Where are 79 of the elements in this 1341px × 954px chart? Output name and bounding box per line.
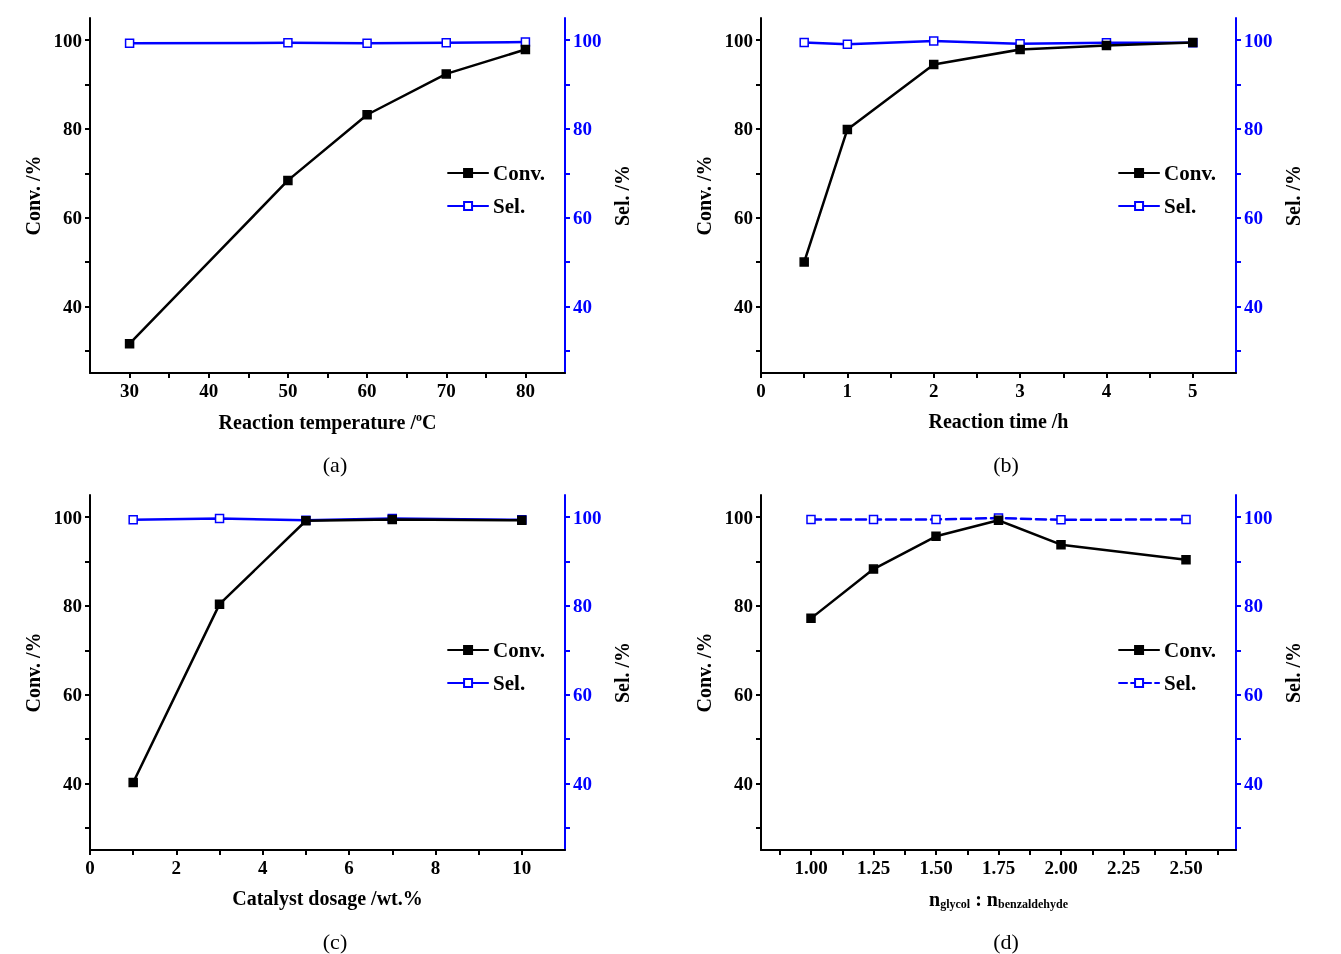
x-tick-label: 80	[515, 380, 535, 401]
x-tick-label: 1.00	[794, 857, 828, 878]
y-tick-label: 40	[734, 772, 753, 794]
x-tick-label: 50	[278, 380, 298, 401]
y-tick-label: 80	[734, 595, 753, 617]
y-tick-label: 100	[53, 29, 82, 51]
x-tick-label: 5	[1188, 380, 1198, 401]
x-tick-label: 2	[928, 380, 939, 401]
y-tick-label: 100	[724, 506, 753, 528]
legend-label: Sel.	[1164, 670, 1197, 695]
y-axis-title: Conv. /%	[692, 155, 715, 236]
x-tick-label: 40	[199, 380, 219, 401]
y2-tick-label: 40	[573, 295, 592, 317]
x-tick-label: 1.25	[856, 857, 891, 878]
y-tick-label: 100	[724, 29, 753, 51]
y2-tick-label: 40	[1244, 295, 1263, 317]
y-tick-label: 40	[63, 772, 82, 794]
y2-axis-title: Sel. /%	[611, 641, 634, 704]
x-tick-label: 10	[512, 857, 532, 878]
legend-label: Sel.	[493, 193, 526, 218]
x-tick-label: 60	[357, 380, 377, 401]
y2-axis-title: Sel. /%	[1282, 641, 1305, 704]
y-tick-label: 60	[63, 207, 82, 229]
y2-tick-label: 100	[1244, 506, 1273, 528]
x-tick-label: 2.25	[1106, 857, 1141, 878]
text: (a)	[322, 451, 348, 477]
x-tick-label: 0	[85, 857, 95, 878]
x-tick-label: 2.00	[1044, 857, 1078, 878]
x-tick-label: 8	[430, 857, 441, 878]
y2-tick-label: 100	[1244, 29, 1273, 51]
y-tick-label: 60	[734, 207, 753, 229]
x-tick-label: 1	[842, 380, 853, 401]
y-tick-label: 40	[63, 295, 82, 317]
y-axis-title: Conv. /%	[692, 632, 715, 713]
y2-tick-label: 60	[573, 207, 592, 229]
y2-tick-label: 40	[1244, 772, 1263, 794]
y-axis-title: Conv. /%	[21, 632, 44, 713]
legend-label: Conv.	[1164, 160, 1216, 185]
y2-tick-label: 100	[573, 506, 602, 528]
legend-label: Conv.	[1164, 637, 1216, 662]
y2-tick-label: 60	[573, 684, 592, 706]
y2-tick-label: 80	[1244, 118, 1263, 140]
y-tick-label: 60	[63, 684, 82, 706]
x-tick-label: 4	[1101, 380, 1112, 401]
x-axis-title: Catalyst dosage /wt.%	[232, 887, 423, 910]
y-tick-label: 40	[734, 295, 753, 317]
y-tick-label: 80	[63, 118, 82, 140]
legend-label: Sel.	[493, 670, 526, 695]
x-tick-label: 3	[1015, 380, 1025, 401]
x-tick-label: 6	[344, 857, 354, 878]
y2-tick-label: 80	[1244, 595, 1263, 617]
text: (d)	[993, 928, 1019, 954]
x-tick-label: 1.75	[981, 857, 1016, 878]
y-tick-label: 100	[53, 506, 82, 528]
x-tick-label: 0	[756, 380, 766, 401]
y2-tick-label: 60	[1244, 684, 1263, 706]
x-tick-label: 1.50	[919, 857, 953, 878]
y2-axis-title: Sel. /%	[611, 164, 634, 227]
legend-label: Conv.	[493, 160, 545, 185]
y-tick-label: 60	[734, 684, 753, 706]
y2-tick-label: 80	[573, 595, 592, 617]
legend-label: Sel.	[1164, 193, 1197, 218]
y-tick-label: 80	[63, 595, 82, 617]
x-tick-label: 4	[257, 857, 268, 878]
x-axis-title: Reaction time /h	[928, 410, 1069, 432]
x-tick-label: 70	[436, 380, 456, 401]
y2-axis-title: Sel. /%	[1282, 164, 1305, 227]
y-tick-label: 80	[734, 118, 753, 140]
text: (c)	[322, 928, 348, 954]
legend-label: Conv.	[493, 637, 545, 662]
y2-tick-label: 60	[1244, 207, 1263, 229]
y2-tick-label: 100	[573, 29, 602, 51]
y2-tick-label: 80	[573, 118, 592, 140]
y-axis-title: Conv. /%	[21, 155, 44, 236]
x-tick-label: 2	[171, 857, 182, 878]
y2-tick-label: 40	[573, 772, 592, 794]
x-tick-label: 30	[120, 380, 140, 401]
x-tick-label: 2.50	[1169, 857, 1203, 878]
text: (b)	[993, 451, 1019, 477]
